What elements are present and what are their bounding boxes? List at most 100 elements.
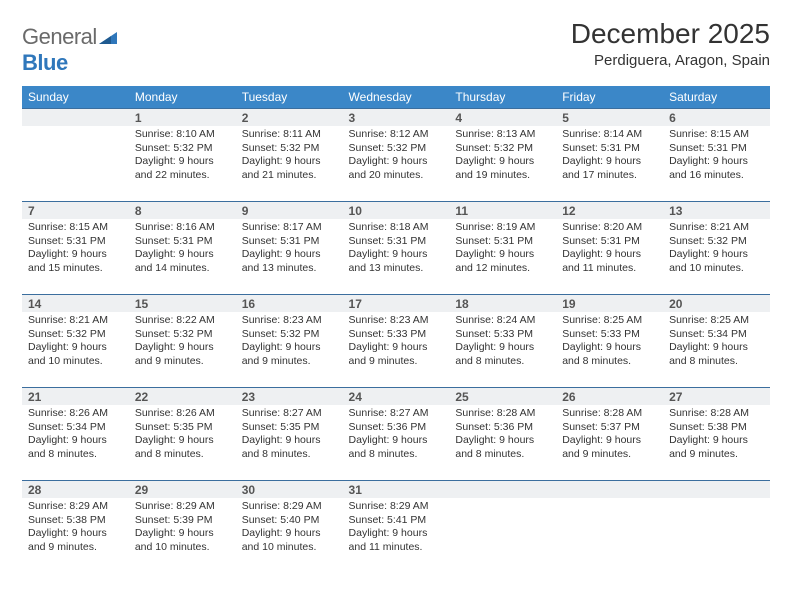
sunrise-line: Sunrise: 8:28 AM [562,407,657,421]
day-number: 10 [343,201,450,219]
sunset-line: Sunset: 5:35 PM [242,421,337,435]
calendar-day-cell: 27Sunrise: 8:28 AMSunset: 5:38 PMDayligh… [663,387,770,480]
daylight-line: Daylight: 9 hours and 14 minutes. [135,248,230,275]
calendar-empty-cell [449,480,556,573]
day-details: Sunrise: 8:28 AMSunset: 5:37 PMDaylight:… [556,405,663,466]
sunrise-line: Sunrise: 8:17 AM [242,221,337,235]
calendar-week-row: 1Sunrise: 8:10 AMSunset: 5:32 PMDaylight… [22,108,770,201]
day-number: 14 [22,294,129,312]
day-number: 24 [343,387,450,405]
sunset-line: Sunset: 5:32 PM [242,142,337,156]
day-number [556,480,663,498]
day-number: 27 [663,387,770,405]
day-number: 30 [236,480,343,498]
daylight-line: Daylight: 9 hours and 13 minutes. [242,248,337,275]
calendar-week-row: 14 Sunrise: 8:21 AM Sunset: 5:32 PM Dayligh… [22,294,770,387]
day-number [449,480,556,498]
sunrise-line: Sunrise: 8:25 AM [562,314,657,328]
day-number: 6 [663,108,770,126]
daylight-line: Daylight: 9 hours and 16 minutes. [669,155,764,182]
logo: General Blue [22,24,117,76]
title-block: December 2025 Perdiguera, Aragon, Spain [571,18,770,69]
day-details: Sunrise: 8:29 AMSunset: 5:41 PMDaylight:… [343,498,450,559]
calendar-day-cell: 8Sunrise: 8:16 AMSunset: 5:31 PMDaylight… [129,201,236,294]
day-details: Sunrise: 8:17 AMSunset: 5:31 PMDaylight:… [236,219,343,280]
daylight-line: Daylight: 9 hours and 8 minutes. [669,341,764,368]
day-details: Sunrise: 8:19 AMSunset: 5:31 PMDaylight:… [449,219,556,280]
daylight-line: Daylight: 9 hours and 8 minutes. [455,434,550,461]
daylight-line: Daylight: 9 hours and 8 minutes. [28,434,123,461]
calendar-empty-cell [663,480,770,573]
sunrise-line: Sunrise: 8:25 AM [669,314,764,328]
page-title: December 2025 [571,18,770,50]
daylight-line: Daylight: 9 hours and 8 minutes. [562,341,657,368]
calendar-day-cell: 21 Sunrise: 8:26 AMSunset: 5:34 PMDayligh… [22,387,129,480]
day-number: 8 [129,201,236,219]
calendar-day-cell: 2Sunrise: 8:11 AMSunset: 5:32 PMDaylight… [236,108,343,201]
calendar-day-cell: 23Sunrise: 8:27 AMSunset: 5:35 PMDayligh… [236,387,343,480]
day-number: 23 [236,387,343,405]
calendar-day-cell: 13Sunrise: 8:21 AMSunset: 5:32 PMDayligh… [663,201,770,294]
day-number: 5 [556,108,663,126]
calendar-header-row: SundayMondayTuesdayWednesdayThursdayFrid… [22,86,770,108]
sunset-line: Sunset: 5:31 PM [242,235,337,249]
calendar-day-cell: 10Sunrise: 8:18 AMSunset: 5:31 PMDayligh… [343,201,450,294]
day-details: Sunrise: 8:10 AMSunset: 5:32 PMDaylight:… [129,126,236,187]
sunrise-line: Sunrise: 8:11 AM [242,128,337,142]
sunset-line: Sunset: 5:32 PM [242,328,337,342]
calendar-day-cell: 28Sunrise: 8:29 AMSunset: 5:38 PMDayligh… [22,480,129,573]
sunrise-line: Sunrise: 8:23 AM [242,314,337,328]
calendar-empty-cell [22,108,129,201]
sunset-line: Sunset: 5:31 PM [349,235,444,249]
day-details: Sunrise: 8:23 AMSunset: 5:33 PMDaylight:… [343,312,450,373]
sunset-line: Sunset: 5:31 PM [669,142,764,156]
daylight-line: Daylight: 9 hours and 22 minutes. [135,155,230,182]
daylight-line: Daylight: 9 hours and 8 minutes. [455,341,550,368]
calendar-day-cell: 15Sunrise: 8:22 AMSunset: 5:32 PMDayligh… [129,294,236,387]
sunset-line: Sunset: 5:40 PM [242,514,337,528]
sunrise-line: Sunrise: 8:15 AM [28,221,123,235]
sunrise-line: Sunrise: 8:24 AM [455,314,550,328]
sunrise-line: Sunrise: 8:10 AM [135,128,230,142]
day-number: 29 [129,480,236,498]
sunrise-line: Sunrise: 8:26 AM [28,407,123,421]
sunrise-line: Sunrise: 8:29 AM [242,500,337,514]
day-details: Sunrise: 8:25 AMSunset: 5:33 PMDaylight:… [556,312,663,373]
sunset-line: Sunset: 5:32 PM [135,328,230,342]
sunrise-line: Sunrise: 8:12 AM [349,128,444,142]
sunrise-line: Sunrise: 8:29 AM [349,500,444,514]
sunset-line: Sunset: 5:34 PM [28,421,123,435]
sunset-line: Sunset: 5:36 PM [455,421,550,435]
sunrise-line: Sunrise: 8:21 AM [28,314,123,328]
sunset-line: Sunset: 5:31 PM [562,142,657,156]
sunrise-line: Sunrise: 8:20 AM [562,221,657,235]
calendar-table: SundayMondayTuesdayWednesdayThursdayFrid… [22,86,770,573]
day-number: 31 [343,480,450,498]
calendar-day-cell: 3Sunrise: 8:12 AMSunset: 5:32 PMDaylight… [343,108,450,201]
daylight-line: Daylight: 9 hours and 11 minutes. [349,527,444,554]
daylight-line: Daylight: 9 hours and 8 minutes. [135,434,230,461]
day-details: Sunrise: 8:16 AMSunset: 5:31 PMDaylight:… [129,219,236,280]
sunset-line: Sunset: 5:33 PM [455,328,550,342]
calendar-day-cell: 18Sunrise: 8:24 AMSunset: 5:33 PMDayligh… [449,294,556,387]
day-details: Sunrise: 8:28 AMSunset: 5:36 PMDaylight:… [449,405,556,466]
logo-word-1: General [22,24,97,49]
day-details: Sunrise: 8:22 AMSunset: 5:32 PMDaylight:… [129,312,236,373]
calendar-day-cell: 25Sunrise: 8:28 AMSunset: 5:36 PMDayligh… [449,387,556,480]
day-number: 9 [236,201,343,219]
day-details: Sunrise: 8:29 AMSunset: 5:38 PMDaylight:… [22,498,129,559]
header: General Blue December 2025 Perdiguera, A… [22,18,770,76]
calendar-day-cell: 5Sunrise: 8:14 AMSunset: 5:31 PMDaylight… [556,108,663,201]
day-number [663,480,770,498]
sunset-line: Sunset: 5:33 PM [349,328,444,342]
day-number: 4 [449,108,556,126]
day-number: 26 [556,387,663,405]
day-details: Sunrise: 8:24 AMSunset: 5:33 PMDaylight:… [449,312,556,373]
sunset-line: Sunset: 5:32 PM [135,142,230,156]
day-number: 3 [343,108,450,126]
daylight-line: Daylight: 9 hours and 21 minutes. [242,155,337,182]
calendar-day-cell: 24Sunrise: 8:27 AMSunset: 5:36 PMDayligh… [343,387,450,480]
calendar-day-cell: 16Sunrise: 8:23 AMSunset: 5:32 PMDayligh… [236,294,343,387]
sunset-line: Sunset: 5:38 PM [669,421,764,435]
day-number: 21 [22,387,129,405]
